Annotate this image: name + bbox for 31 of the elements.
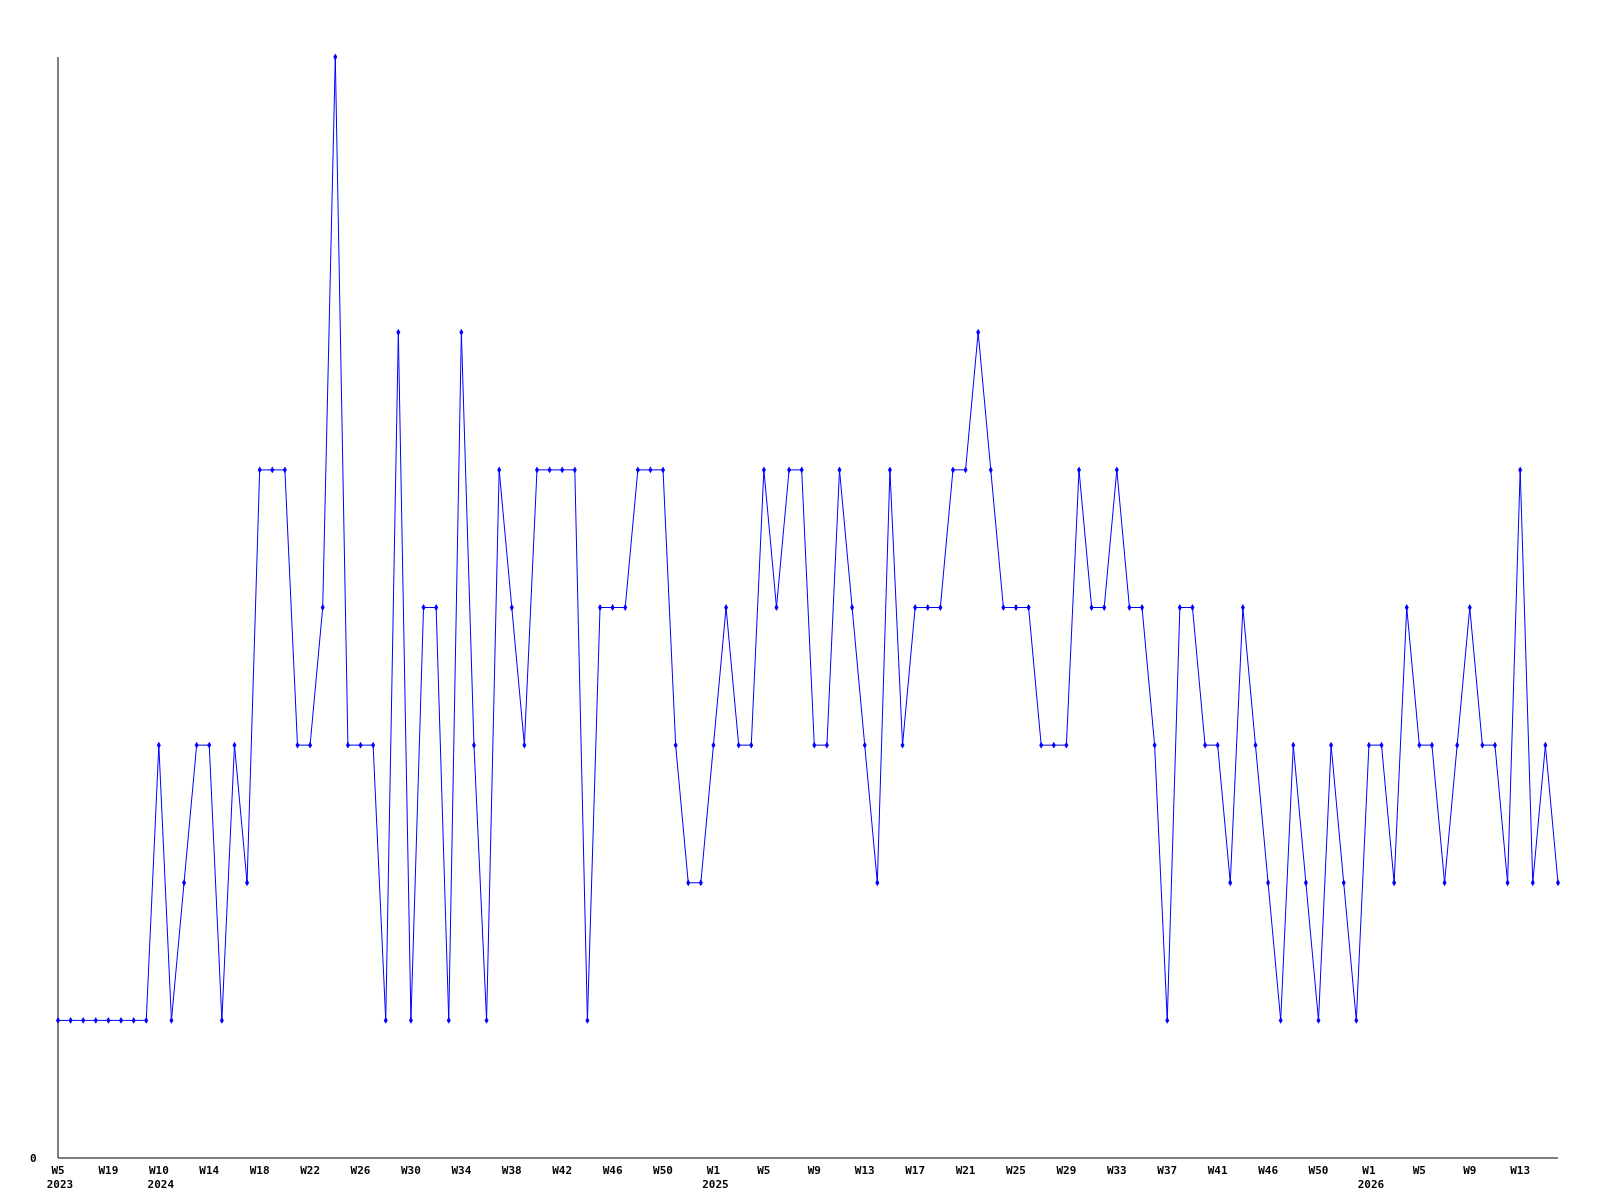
x-tick-label: W10 2024	[147, 1164, 175, 1191]
x-tick-label: W25	[1006, 1164, 1026, 1177]
x-tick-label: W33	[1106, 1164, 1127, 1177]
x-tick-label: W30	[401, 1164, 421, 1177]
x-tick-label: W29	[1056, 1164, 1077, 1177]
x-tick-label: W42	[552, 1164, 573, 1177]
x-tick-label: W9	[1463, 1164, 1477, 1177]
x-tick-label: W26	[350, 1164, 371, 1177]
x-tick-label: W46	[1258, 1164, 1279, 1177]
x-tick-label: W5 2023	[46, 1164, 74, 1191]
x-tick-label: W13	[854, 1164, 875, 1177]
x-tick-label: W50	[653, 1164, 673, 1177]
x-tick-label: W50	[1308, 1164, 1329, 1177]
x-tick-label: W5	[1412, 1164, 1426, 1177]
x-tick-label: W1 2025	[702, 1164, 729, 1191]
x-tick-label: W14	[199, 1164, 220, 1177]
text: 0	[30, 1152, 37, 1165]
x-tick-label: W19	[98, 1164, 119, 1177]
x-tick-label: W41	[1207, 1164, 1228, 1177]
x-tick-label: W9	[807, 1164, 821, 1177]
x-tick-label: W18	[249, 1164, 270, 1177]
x-tick-label: W22	[300, 1164, 321, 1177]
x-tick-label: W13	[1510, 1164, 1531, 1177]
x-tick-label: W34	[451, 1164, 472, 1177]
x-tick-label: W46	[602, 1164, 623, 1177]
x-tick-label: W5	[757, 1164, 771, 1177]
x-tick-label: W38	[501, 1164, 522, 1177]
x-tick-label: W21	[955, 1164, 976, 1177]
x-tick-label: W37	[1157, 1164, 1178, 1177]
x-tick-label: W17	[905, 1164, 926, 1177]
x-tick-label: W1 2026	[1357, 1164, 1385, 1191]
